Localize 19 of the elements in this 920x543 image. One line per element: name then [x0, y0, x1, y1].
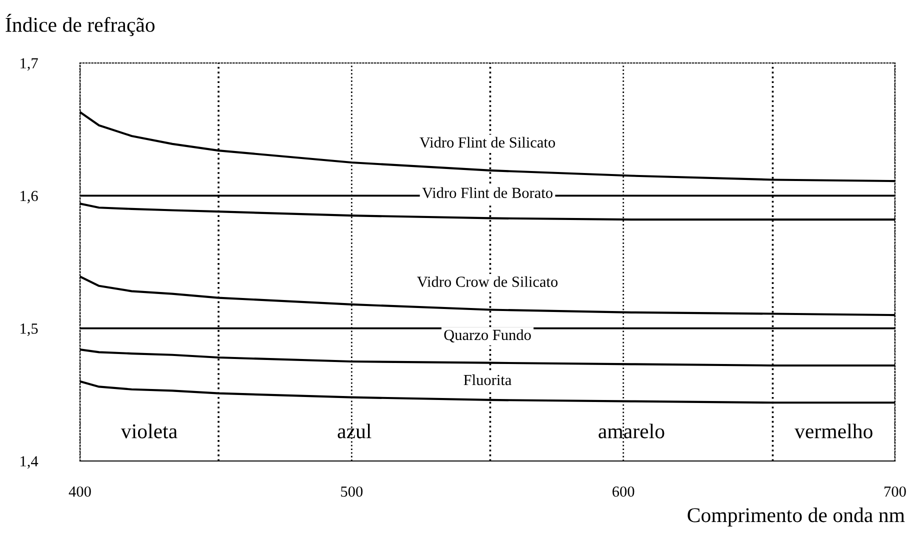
annotation: vermelho — [794, 424, 872, 438]
annotation: violeta — [120, 424, 178, 438]
y-axis-title: Índice de refração — [6, 14, 155, 36]
annotation: amarelo — [598, 424, 664, 438]
x-tick-label: 600 — [612, 486, 634, 497]
series-label: Quarzo Fundo — [444, 329, 531, 342]
series-label: Vidro Flint de Borato — [422, 187, 552, 198]
x-axis-title: Comprimento de onda nm — [688, 508, 905, 526]
y-tick-label: 1,7 — [20, 58, 38, 71]
x-tick-label: 500 — [341, 486, 363, 497]
y-tick-label: 1,4 — [20, 456, 38, 469]
y-tick-label: 1,6 — [20, 190, 38, 204]
series-label: Fluorita — [464, 374, 512, 386]
series-label: Vidro Crow de Silicato — [417, 276, 558, 288]
x-tick-label: 700 — [884, 486, 906, 497]
series-label: Vidro Flint de Silicato — [420, 136, 555, 148]
annotation: azul — [338, 424, 372, 438]
y-tick-label: 1,5 — [20, 324, 38, 336]
x-tick-label: 400 — [68, 486, 91, 497]
